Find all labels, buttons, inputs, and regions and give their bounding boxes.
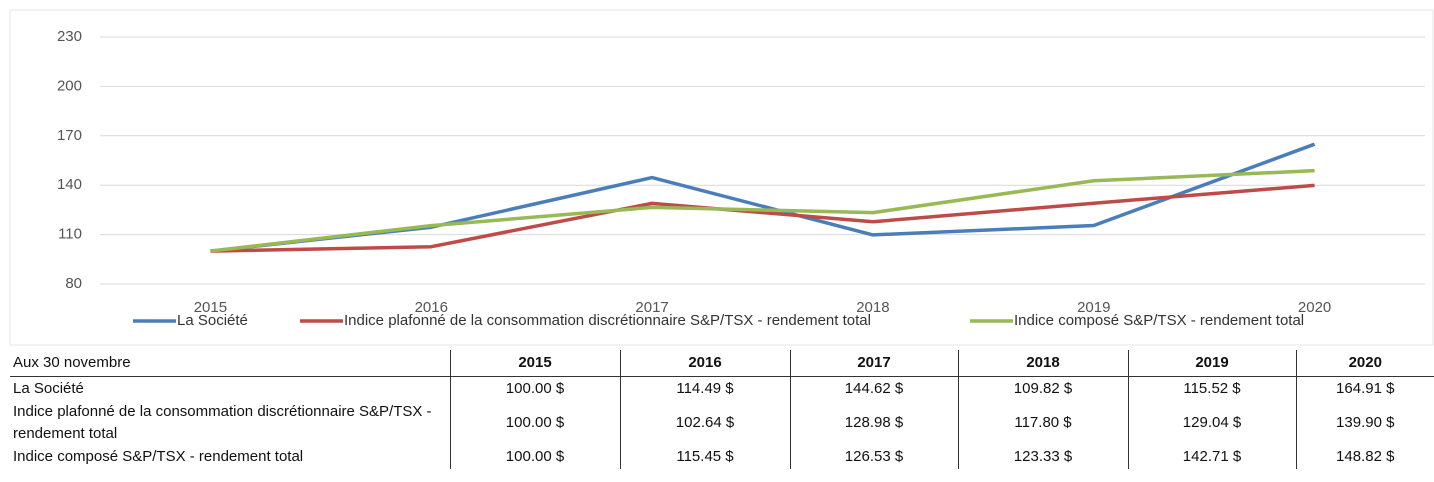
header-row: Aux 30 novembre 2015 2016 2017 2018 2019 2020 <box>10 350 1434 377</box>
table-row: Indice plafonné de la consommation discr… <box>10 401 1434 445</box>
table-cell: 117.80 $ <box>957 401 1128 445</box>
table-cell: 142.71 $ <box>1127 445 1296 469</box>
table-cell: 128.98 $ <box>789 401 958 445</box>
table-cell: 139.90 $ <box>1295 401 1434 445</box>
y-tick-label: 80 <box>65 275 82 292</box>
table-cell: 2016 <box>619 350 790 377</box>
table-cell: 126.53 $ <box>789 445 958 469</box>
table-cell: 144.62 $ <box>789 376 958 401</box>
row-label: Indice plafonné de la consommation discr… <box>13 403 432 442</box>
x-tick-label: 2018 <box>856 299 889 316</box>
x-tick-label: 2016 <box>415 299 448 316</box>
row-label: La Société <box>13 380 84 397</box>
y-tick-label: 110 <box>58 226 82 243</box>
table-cell: 102.64 $ <box>619 401 790 445</box>
table-cell: 123.33 $ <box>957 445 1128 469</box>
x-tick-label: 2019 <box>1077 299 1110 316</box>
legend-label: Indice plafonné de la consommation discr… <box>344 312 871 329</box>
row-label: Indice composé S&P/TSX - rendement total <box>13 448 304 465</box>
table-row: La Société 100.00 $114.49 $144.62 $109.82… <box>10 376 1434 401</box>
table-cell: 2020 <box>1295 350 1434 377</box>
table-cell: 2015 <box>449 350 620 377</box>
x-tick-label: 2017 <box>635 299 668 316</box>
y-tick-label: 200 <box>57 77 82 94</box>
series-line <box>210 183 1315 253</box>
table-cell: 114.49 $ <box>619 376 790 401</box>
table-cell: 115.45 $ <box>619 445 790 469</box>
table-row: Indice composé S&P/TSX - rendement total… <box>10 445 1434 469</box>
series-line <box>210 168 1315 253</box>
data-table: Aux 30 novembre 2015 2016 2017 2018 2019 2020 L… <box>10 350 1434 469</box>
chart-frame <box>9 9 1434 346</box>
x-tick-label: 2020 <box>1298 299 1331 316</box>
y-tick-label: 140 <box>57 176 82 193</box>
table-cell: 164.91 $ <box>1295 376 1434 401</box>
x-tick-label: 2015 <box>194 299 227 316</box>
y-tick-label: 230 <box>57 28 82 45</box>
chart: 80 110 140 170 200 230 2015 2016 2017 2018 2019 202… <box>9 9 1434 346</box>
table-cell: 115.52 $ <box>1127 376 1296 401</box>
table-cell: 129.04 $ <box>1127 401 1296 445</box>
row-label: Aux 30 novembre <box>10 350 450 377</box>
table-cell: 148.82 $ <box>1295 445 1434 469</box>
table-cell: 100.00 $ <box>449 376 620 401</box>
legend-label: Indice composé S&P/TSX - rendement total <box>1014 312 1304 329</box>
table-cell: 2017 <box>789 350 958 377</box>
y-tick-label: 170 <box>57 127 82 144</box>
table-cell: 2019 <box>1127 350 1296 377</box>
table-cell: 2018 <box>957 350 1128 377</box>
table-cell: 100.00 $ <box>449 445 620 469</box>
table-cell: 100.00 $ <box>449 401 620 445</box>
legend-label: La Société <box>177 312 248 329</box>
table-cell: 109.82 $ <box>957 376 1128 401</box>
